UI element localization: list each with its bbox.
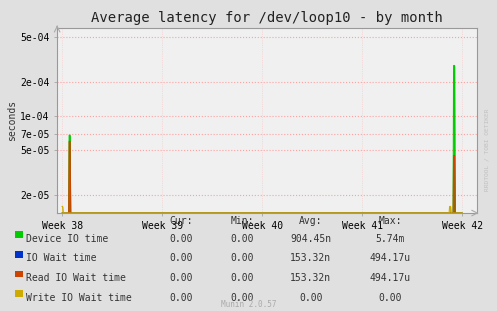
- Text: 494.17u: 494.17u: [370, 253, 411, 263]
- Title: Average latency for /dev/loop10 - by month: Average latency for /dev/loop10 - by mon…: [91, 12, 443, 26]
- Text: 0.00: 0.00: [169, 253, 193, 263]
- Text: Avg:: Avg:: [299, 216, 323, 226]
- Text: 5.74m: 5.74m: [375, 234, 405, 244]
- Text: 0.00: 0.00: [169, 234, 193, 244]
- Text: 0.00: 0.00: [231, 293, 254, 303]
- Text: 0.00: 0.00: [231, 253, 254, 263]
- Text: 0.00: 0.00: [169, 273, 193, 283]
- Text: 0.00: 0.00: [378, 293, 402, 303]
- Text: 153.32n: 153.32n: [290, 273, 331, 283]
- Text: 904.45n: 904.45n: [290, 234, 331, 244]
- Text: 153.32n: 153.32n: [290, 253, 331, 263]
- Text: 0.00: 0.00: [169, 293, 193, 303]
- Text: 494.17u: 494.17u: [370, 273, 411, 283]
- Text: Max:: Max:: [378, 216, 402, 226]
- Text: Write IO Wait time: Write IO Wait time: [26, 293, 132, 303]
- Text: Cur:: Cur:: [169, 216, 193, 226]
- Text: IO Wait time: IO Wait time: [26, 253, 97, 263]
- Text: 0.00: 0.00: [299, 293, 323, 303]
- Text: RRDTOOL / TOBI OETIKER: RRDTOOL / TOBI OETIKER: [485, 108, 490, 191]
- Y-axis label: seconds: seconds: [7, 100, 17, 141]
- Text: 0.00: 0.00: [231, 234, 254, 244]
- Text: 0.00: 0.00: [231, 273, 254, 283]
- Text: Munin 2.0.57: Munin 2.0.57: [221, 300, 276, 309]
- Text: Min:: Min:: [231, 216, 254, 226]
- Text: Read IO Wait time: Read IO Wait time: [26, 273, 126, 283]
- Text: Device IO time: Device IO time: [26, 234, 108, 244]
